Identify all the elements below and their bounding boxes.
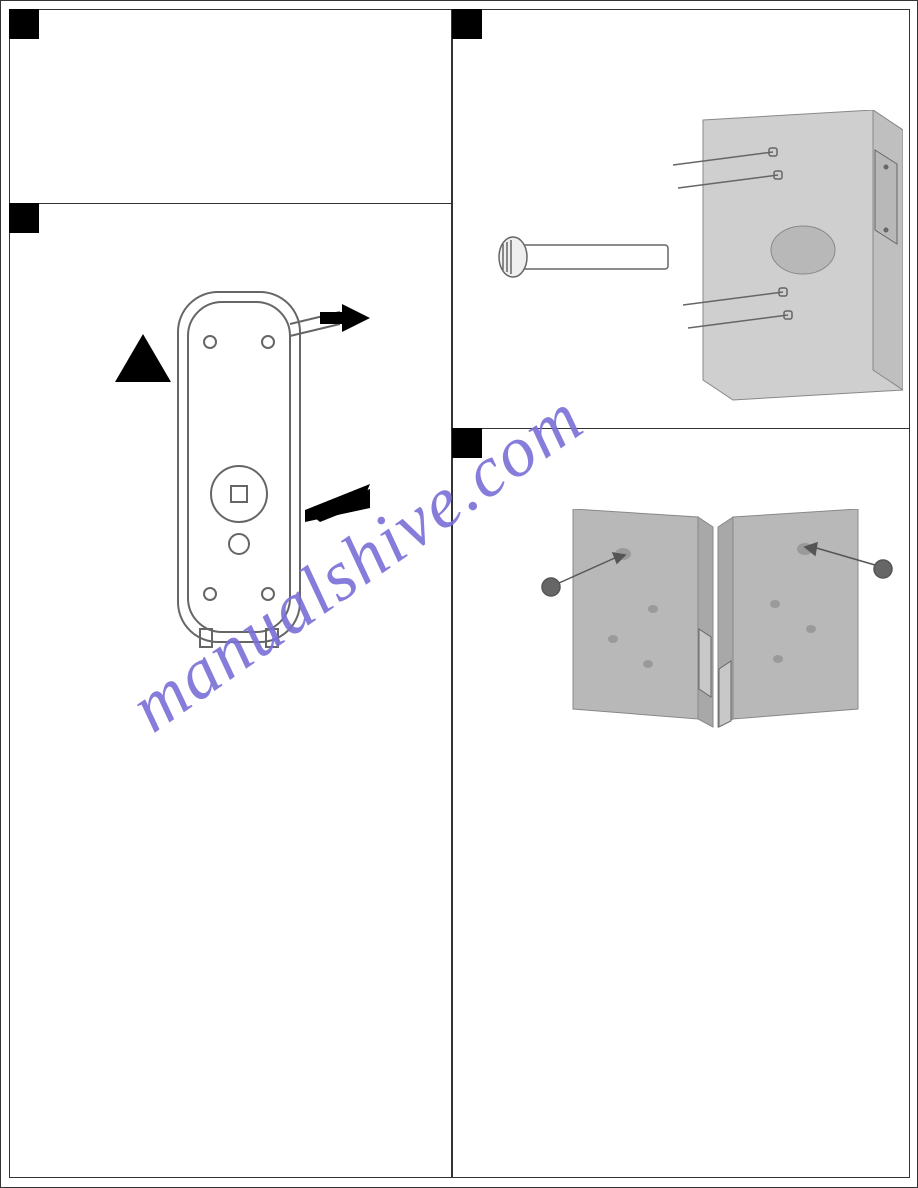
panel-1 <box>9 9 452 204</box>
panel-2 <box>9 204 452 1178</box>
lock-plate-illustration <box>170 284 380 654</box>
panel-4 <box>452 429 910 1178</box>
step-marker <box>452 9 482 39</box>
panel-3 <box>452 9 910 429</box>
step-marker <box>9 203 39 233</box>
warning-triangle-icon <box>115 334 171 382</box>
door-screws-illustration <box>473 110 903 410</box>
door-two-views-illustration <box>513 509 893 729</box>
step-marker <box>452 428 482 458</box>
step-marker <box>9 9 39 39</box>
manual-page: manualshive.com <box>0 0 918 1188</box>
